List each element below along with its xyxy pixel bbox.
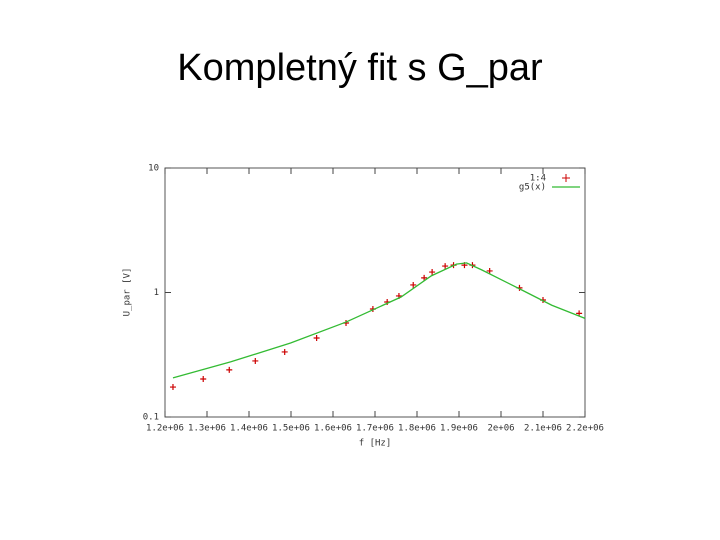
y-axis-label: U_par [V] [123, 268, 133, 317]
y-tick-label: 10 [148, 164, 159, 174]
fit-line [172, 262, 586, 379]
y-tick-label: 0.1 [143, 413, 159, 423]
y-tick-label: 1 [154, 288, 159, 298]
plot-frame [164, 167, 586, 418]
data-point [200, 375, 207, 382]
data-point [169, 384, 176, 391]
legend-label: 1:4 [530, 174, 546, 184]
data-point [442, 263, 449, 270]
x-tick-label: 1.7e+06 [356, 424, 394, 434]
data-point [252, 357, 259, 364]
legend-label: g5(x) [519, 183, 546, 193]
data-point [421, 274, 428, 281]
data-point [313, 335, 320, 342]
x-tick-label: 1.8e+06 [398, 424, 436, 434]
slide-title: Kompletný fit s G_par [177, 47, 543, 89]
x-tick-label: 1.4e+06 [230, 424, 268, 434]
legend-swatch [562, 174, 570, 182]
data-point [281, 348, 288, 355]
x-tick-label: 1.5e+06 [272, 424, 310, 434]
x-tick-label: 1.2e+06 [146, 424, 184, 434]
x-tick-label: 1.6e+06 [314, 424, 352, 434]
data-point [486, 267, 493, 274]
x-tick-label: 2.1e+06 [524, 424, 562, 434]
x-axis-label: f [Hz] [359, 439, 392, 449]
data-point [429, 269, 436, 276]
data-point [410, 281, 417, 288]
x-tick-label: 1.9e+06 [440, 424, 478, 434]
data-point [226, 366, 233, 373]
x-tick-label: 2.2e+06 [566, 424, 604, 434]
x-tick-label: 1.3e+06 [188, 424, 226, 434]
x-tick-label: 2e+06 [487, 424, 514, 434]
